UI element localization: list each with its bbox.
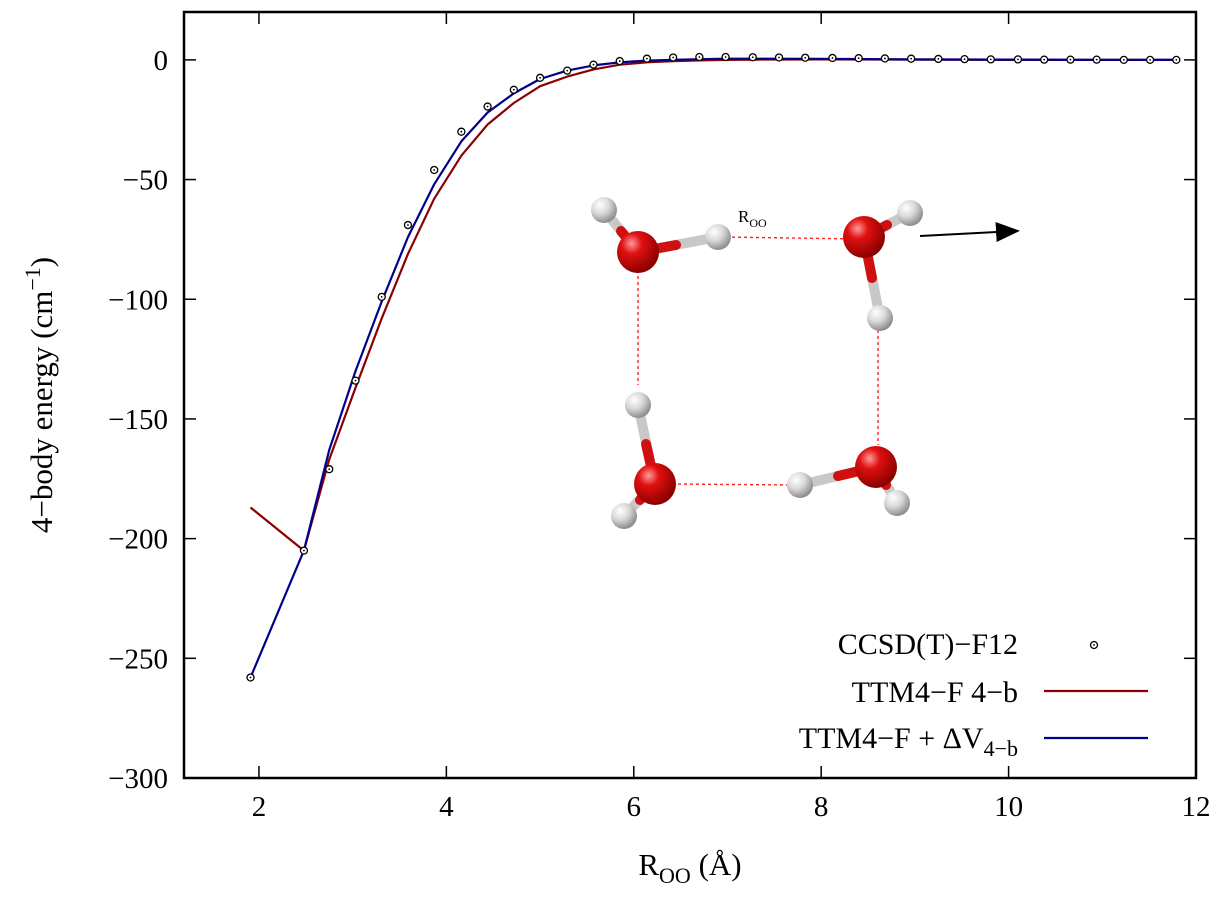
data-point-ccsd-dot — [486, 105, 489, 108]
oxygen-atom — [634, 463, 676, 505]
y-tick-label: −50 — [123, 165, 168, 197]
x-tick-label: 10 — [994, 791, 1023, 823]
data-point-ccsd-dot — [303, 549, 305, 552]
data-point-ccsd-dot — [1175, 58, 1178, 61]
data-point-ccsd-dot — [778, 56, 780, 59]
hydrogen-atom — [705, 224, 731, 250]
data-point-ccsd-dot — [354, 379, 357, 382]
plot-frame — [182, 10, 1198, 780]
hydrogen-atom — [611, 503, 637, 529]
hydrogen-atom — [867, 305, 893, 331]
data-point-ccsd-dot — [380, 295, 383, 298]
data-point-ccsd-dot — [249, 676, 252, 679]
data-point-ccsd-dot — [1095, 58, 1098, 61]
data-point-ccsd-dot — [512, 88, 515, 91]
data-point-ccsd-dot — [989, 58, 992, 61]
legend-marker-ccsd-dot — [1093, 644, 1095, 646]
data-point-ccsd-dot — [937, 58, 940, 60]
data-point-ccsd-dot — [724, 56, 727, 58]
hydrogen-atom — [591, 197, 617, 223]
data-point-ccsd-dot — [910, 57, 913, 60]
oxygen-atom — [843, 216, 885, 258]
data-point-ccsd-dot — [592, 63, 595, 66]
x-tick-label: 12 — [1182, 791, 1211, 823]
data-point-ccsd-dot — [539, 76, 541, 79]
y-tick-label: −300 — [108, 763, 168, 795]
data-point-ccsd-dot — [672, 56, 675, 59]
data-point-ccsd-dot — [1149, 58, 1151, 61]
series-line-ttm4 — [249, 58, 1177, 552]
y-tick-label: −200 — [108, 524, 168, 556]
data-point-ccsd-dot — [857, 57, 860, 60]
series-line-delta — [249, 57, 1177, 678]
hydrogen-atom — [625, 392, 651, 418]
series-lines — [249, 57, 1177, 678]
data-point-ccsd-dot — [433, 169, 436, 171]
oxygen-atom — [617, 231, 659, 273]
data-point-ccsd-dot — [1069, 58, 1072, 61]
x-axis-title: ROO (Å) — [638, 847, 741, 888]
data-point-ccsd-dot — [618, 60, 621, 62]
data-point-ccsd-dot — [751, 56, 754, 59]
y-tick-label: −250 — [108, 643, 168, 675]
data-point-ccsd-dot — [1017, 58, 1019, 61]
data-point-ccsd-dot — [460, 130, 463, 133]
hydrogen-atom — [787, 472, 813, 498]
data-point-ccsd-dot — [328, 468, 331, 471]
x-tick-label: 6 — [627, 791, 642, 823]
data-point-ccsd-dot — [1122, 58, 1125, 61]
hydrogen-atom — [897, 200, 923, 226]
axis-ticks — [184, 12, 1197, 779]
y-axis-title: 4−body energy (cm−1) — [20, 257, 59, 533]
data-point-ccsd-dot — [831, 57, 834, 59]
inset-roo-label: ROO — [738, 207, 767, 230]
hbond-lines — [637, 236, 879, 486]
legend-label-ttm4: TTM4−F 4−b — [852, 676, 1018, 709]
data-point-ccsd-dot — [645, 57, 648, 60]
data-point-ccsd-dot — [804, 56, 807, 59]
axis-tick-labels: 2 4 6 8 10 12 0 −50 −100 −150 −200 −250 −300 — [108, 45, 1210, 823]
x-tick-label: 2 — [252, 791, 267, 823]
legend: CCSD(T)−F12 TTM4−F 4−b TTM4−F + ΔV4−b — [799, 628, 1148, 761]
x-tick-label: 4 — [439, 791, 454, 823]
data-point-ccsd-dot — [698, 56, 701, 58]
legend-label-ccsd: CCSD(T)−F12 — [838, 628, 1018, 661]
y-tick-label: −100 — [108, 284, 168, 316]
legend-marker-ccsd — [1089, 640, 1099, 650]
oxygen-atom — [855, 446, 897, 488]
y-tick-label: −150 — [108, 404, 168, 436]
series-points — [246, 52, 1181, 682]
x-tick-label: 8 — [814, 791, 829, 823]
data-point-ccsd-dot — [963, 58, 966, 61]
y-tick-label: 0 — [154, 45, 169, 77]
data-point-ccsd-dot — [1043, 58, 1046, 61]
data-point-ccsd-dot — [407, 224, 409, 226]
legend-label-delta: TTM4−F + ΔV4−b — [799, 722, 1018, 761]
displacement-arrow-icon — [919, 222, 1020, 243]
hydrogen-atom — [884, 490, 910, 516]
data-point-ccsd-dot — [884, 57, 886, 60]
data-point-ccsd-dot — [566, 69, 569, 72]
water-tetramer-inset: ROO — [591, 197, 1020, 529]
